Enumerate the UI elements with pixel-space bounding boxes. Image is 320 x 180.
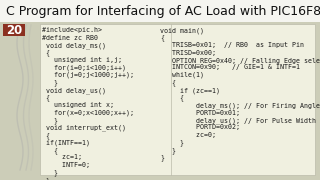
Text: TRISB=0x01;  // RB0  as Input Pin: TRISB=0x01; // RB0 as Input Pin [160, 42, 304, 48]
Text: C Program for Interfacing of AC Load with PIC16F877 :-: C Program for Interfacing of AC Load wit… [6, 4, 320, 17]
Text: {: { [42, 132, 50, 139]
Bar [40, 24, 315, 175]
Text: for(i=0;i<100;i++): for(i=0;i<100;i++) [42, 64, 126, 71]
Text: }: } [42, 177, 50, 180]
Text: }: } [42, 80, 58, 86]
Text: if (zc==1): if (zc==1) [160, 87, 220, 93]
Bar [0, 0, 320, 22]
Text: for(x=0;x<1000;x++);: for(x=0;x<1000;x++); [42, 109, 134, 116]
Text: }: } [160, 140, 184, 146]
Text: {: { [160, 80, 176, 86]
Text: unsigned int x;: unsigned int x; [42, 102, 114, 108]
Text: }: } [160, 147, 176, 154]
Text: OPTION_REG=0x40; // Falling Edge selected (INTEDG=1): OPTION_REG=0x40; // Falling Edge selecte… [160, 57, 320, 64]
Text: zc=0;: zc=0; [160, 132, 216, 138]
Text: INTF=0;: INTF=0; [42, 162, 90, 168]
Text: void delay_us(): void delay_us() [42, 87, 106, 94]
Text: {: { [160, 94, 184, 101]
Text: delay_us(); // For Pulse Width: delay_us(); // For Pulse Width [160, 117, 316, 124]
Text: }: } [42, 117, 58, 124]
Text: #include<pic.h>: #include<pic.h> [42, 27, 102, 33]
Text: PORTD=0x02;: PORTD=0x02; [160, 125, 240, 130]
Text: {: { [42, 147, 58, 154]
Text: INTCON=0x90;   // GIE=1 & INTF=1: INTCON=0x90; // GIE=1 & INTF=1 [160, 64, 300, 71]
Text: {: { [160, 35, 164, 41]
Text: if(INTF==1): if(INTF==1) [42, 140, 90, 146]
Text: void interrupt_ext(): void interrupt_ext() [42, 125, 126, 131]
Bar [3, 24, 25, 36]
Text: }: } [42, 170, 58, 176]
Text: for(j=0;j<1000;j++);: for(j=0;j<1000;j++); [42, 72, 134, 78]
Text: unsigned int i,j;: unsigned int i,j; [42, 57, 122, 63]
Text: {: { [42, 50, 50, 56]
Text: #define zc RB0: #define zc RB0 [42, 35, 98, 40]
Text: void main(): void main() [160, 27, 204, 33]
Text: delay_ms(); // For Firing Angle Delay: delay_ms(); // For Firing Angle Delay [160, 102, 320, 109]
Text: 20: 20 [6, 24, 22, 37]
Text: {: { [42, 94, 50, 101]
Text: }: } [160, 154, 164, 161]
Text: TRISD=0x00;: TRISD=0x00; [160, 50, 216, 55]
Text: zc=1;: zc=1; [42, 154, 82, 161]
Text: while(1): while(1) [160, 72, 204, 78]
Text: PORTD=0x01;: PORTD=0x01; [160, 109, 240, 116]
Text: void delay_ms(): void delay_ms() [42, 42, 106, 49]
